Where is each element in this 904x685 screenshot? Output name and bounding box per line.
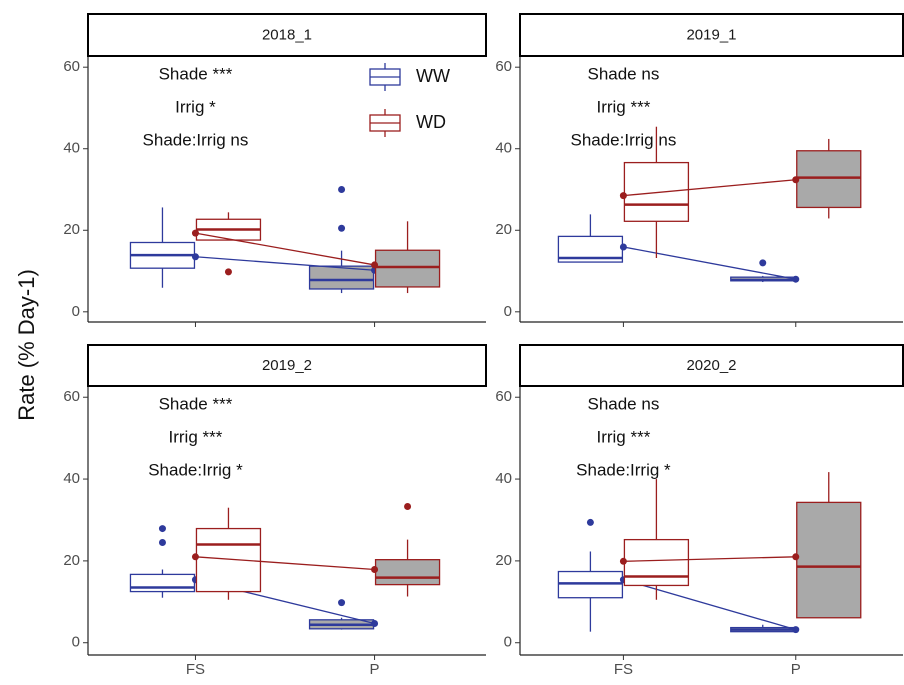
panel-title: 2019_1 bbox=[686, 26, 736, 43]
mean-line bbox=[195, 256, 375, 271]
annotation: Shade *** bbox=[159, 64, 233, 83]
outlier bbox=[338, 224, 346, 232]
mean-point bbox=[191, 253, 199, 261]
annotation: Shade *** bbox=[159, 394, 233, 413]
y-tick-label: 60 bbox=[63, 388, 80, 405]
strip bbox=[87, 13, 487, 57]
mean-line bbox=[195, 556, 375, 571]
annotation: Irrig * bbox=[175, 97, 216, 116]
y-tick-label: 20 bbox=[495, 221, 512, 238]
annotation: Shade:Irrig * bbox=[148, 460, 243, 479]
mean-line bbox=[623, 579, 796, 631]
mean-point bbox=[792, 176, 800, 184]
box bbox=[796, 501, 862, 619]
mean-line bbox=[195, 232, 375, 266]
outlier bbox=[338, 599, 346, 607]
mean-line bbox=[623, 179, 796, 197]
mean-point bbox=[792, 626, 800, 634]
x-tick-label: P bbox=[791, 661, 801, 678]
mean-point bbox=[371, 261, 379, 269]
y-tick-label: 0 bbox=[72, 303, 80, 320]
mean-point bbox=[371, 619, 379, 627]
annotation: Shade:Irrig ns bbox=[143, 130, 249, 149]
panel-title: 2019_2 bbox=[262, 357, 312, 374]
mean-line bbox=[623, 556, 796, 562]
mean-point bbox=[191, 553, 199, 561]
y-tick-label: 40 bbox=[63, 470, 80, 487]
y-tick-label: 20 bbox=[63, 552, 80, 569]
x-tick-label: FS bbox=[614, 661, 633, 678]
outlier bbox=[158, 538, 166, 546]
legend-label: WD bbox=[416, 112, 446, 132]
y-tick-label: 0 bbox=[504, 303, 512, 320]
mean-point bbox=[792, 275, 800, 283]
y-tick-label: 60 bbox=[495, 388, 512, 405]
outlier bbox=[338, 186, 346, 193]
panel-title: 2020_2 bbox=[686, 357, 736, 374]
mean-point bbox=[792, 553, 800, 561]
strip bbox=[519, 344, 904, 387]
outlier bbox=[759, 259, 767, 267]
y-tick-label: 20 bbox=[495, 552, 512, 569]
y-tick-label: 60 bbox=[63, 58, 80, 75]
y-tick-label: 20 bbox=[63, 221, 80, 238]
outlier bbox=[158, 525, 166, 533]
box bbox=[308, 265, 375, 290]
annotation: Shade ns bbox=[587, 64, 659, 83]
y-tick-label: 40 bbox=[495, 140, 512, 157]
box bbox=[129, 573, 196, 593]
y-tick-label: 0 bbox=[504, 634, 512, 651]
y-tick-label: 60 bbox=[495, 58, 512, 75]
y-tick-label: 0 bbox=[72, 634, 80, 651]
outlier bbox=[224, 268, 232, 276]
annotation: Irrig *** bbox=[169, 427, 223, 446]
outlier bbox=[404, 502, 412, 510]
y-axis-title: Rate (% Day-1) bbox=[14, 269, 39, 421]
annotation: Shade ns bbox=[587, 394, 659, 413]
box bbox=[374, 559, 441, 586]
annotation: Irrig *** bbox=[596, 427, 650, 446]
annotation: Shade:Irrig ns bbox=[570, 130, 676, 149]
annotation: Shade:Irrig * bbox=[576, 460, 671, 479]
panel-title: 2018_1 bbox=[262, 26, 312, 43]
box bbox=[796, 150, 862, 209]
mean-line bbox=[623, 246, 796, 280]
y-tick-label: 40 bbox=[495, 470, 512, 487]
box bbox=[374, 249, 441, 288]
legend-label: WW bbox=[416, 66, 450, 86]
box bbox=[623, 538, 690, 587]
x-tick-label: P bbox=[370, 661, 380, 678]
x-tick-label: FS bbox=[186, 661, 205, 678]
mean-point bbox=[619, 243, 627, 251]
y-tick-label: 40 bbox=[63, 140, 80, 157]
annotation: Irrig *** bbox=[596, 97, 650, 116]
mean-point bbox=[619, 557, 627, 565]
mean-point bbox=[619, 192, 627, 200]
strip bbox=[87, 344, 487, 387]
outlier bbox=[586, 518, 594, 526]
mean-point bbox=[371, 565, 379, 573]
mean-point bbox=[191, 229, 199, 237]
strip bbox=[519, 13, 904, 57]
